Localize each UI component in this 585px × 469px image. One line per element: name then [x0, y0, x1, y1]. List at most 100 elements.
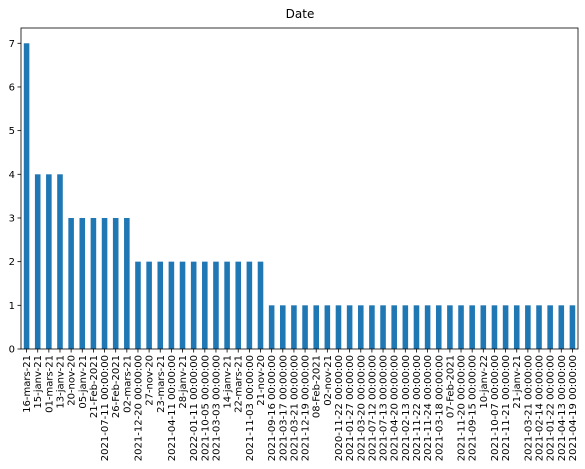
- x-tick-label: 2021-11-20 00:00:00: [457, 355, 468, 461]
- bar: [302, 305, 308, 349]
- x-tick-label: 01-mars-21: [44, 355, 55, 413]
- x-tick-label: 27-nov-20: [145, 355, 156, 406]
- x-tick-label: 2021-11-03 00:00:00: [245, 355, 256, 461]
- bar: [224, 261, 230, 349]
- x-tick-label: 14-janv-21: [223, 355, 234, 409]
- x-tick-label: 2021-10-05 00:00:00: [200, 355, 211, 461]
- bar: [402, 305, 409, 349]
- x-tick-label: 26-Feb-2021: [111, 355, 122, 418]
- bar: [79, 217, 86, 349]
- bar: [46, 174, 52, 349]
- y-tick-label: 0: [9, 345, 15, 356]
- bar: [513, 305, 520, 349]
- bar: [502, 305, 509, 349]
- x-tick-label: 2021-02-14 00:00:00: [535, 355, 546, 461]
- bar: [480, 305, 487, 349]
- y-tick-label: 7: [9, 39, 15, 50]
- bar: [391, 305, 397, 349]
- x-tick-label: 22-mars-21: [234, 355, 245, 413]
- bar: [491, 305, 498, 349]
- x-tick-label: 2020-11-22 00:00:00: [334, 355, 345, 461]
- bar: [346, 305, 353, 349]
- x-tick-label: 23-mars-21: [156, 355, 167, 413]
- x-tick-label: 2021-04-19 00:00:00: [568, 355, 579, 461]
- bar: [280, 305, 286, 349]
- x-tick-label: 2021-11-21 00:00:00: [501, 355, 512, 461]
- bars-group: [23, 43, 576, 349]
- bar: [447, 305, 453, 349]
- x-tick-label: 15-janv-21: [33, 355, 44, 409]
- x-tick-label: 2021-01-27 00:00:00: [345, 355, 356, 461]
- x-tick-label: 16-mars-21: [22, 355, 33, 413]
- x-tick-label: 2021-02-13 00:00:00: [401, 355, 412, 461]
- y-tick-label: 1: [9, 301, 15, 312]
- x-tick-label: 2021-07-12 00:00:00: [367, 355, 378, 461]
- bar: [168, 261, 175, 349]
- x-tick-label: 07-Feb-2021: [445, 355, 456, 418]
- bar: [23, 43, 30, 349]
- bar: [435, 305, 442, 349]
- x-axis: 16-mars-21 15-janv-21 01-mars-21 13-janv-21…: [22, 349, 579, 461]
- x-tick-label: 2021-11-22 00:00:00: [412, 355, 423, 461]
- x-tick-label: 2021-03-20 00:00:00: [356, 355, 367, 461]
- bar: [324, 305, 331, 349]
- plot-frame: [20, 27, 579, 350]
- bar: [547, 305, 553, 349]
- bar: [101, 217, 108, 349]
- chart-title: Date: [286, 7, 315, 21]
- x-tick-label: 2021-03-18 00:00:00: [434, 355, 445, 461]
- x-tick-label: 10-janv-22: [479, 355, 490, 409]
- bar: [335, 305, 342, 349]
- bar: [235, 261, 242, 349]
- bar: [369, 305, 375, 349]
- x-tick-label: 2021-07-13 00:00:00: [379, 355, 390, 461]
- bar: [313, 305, 319, 349]
- y-tick-label: 6: [9, 82, 15, 93]
- bar: [202, 261, 208, 349]
- x-tick-label: 2021-04-13 00:00:00: [557, 355, 568, 461]
- x-tick-label: 20-nov-20: [67, 355, 78, 406]
- x-tick-label: 2021-03-17 00:00:00: [278, 355, 289, 461]
- bar: [213, 261, 219, 349]
- x-tick-label: 2021-07-11 00:00:00: [100, 355, 111, 461]
- x-tick-label: 2021-04-11 00:00:00: [167, 355, 178, 461]
- bar: [413, 305, 420, 349]
- bar: [357, 305, 364, 349]
- x-tick-label: 2021-04-20 00:00:00: [390, 355, 401, 461]
- x-tick-label: 2021-03-21 00:00:00: [289, 355, 300, 461]
- x-tick-label: 2021-11-24 00:00:00: [423, 355, 434, 461]
- y-axis: 0 1 2 3 4 5 6 7: [9, 39, 21, 356]
- x-tick-label: 13-janv-21: [55, 355, 66, 409]
- x-tick-label: 21-nov-20: [256, 355, 267, 406]
- bar: [124, 217, 130, 349]
- bar: [458, 305, 464, 349]
- bar: [112, 217, 119, 349]
- bar: [34, 174, 41, 349]
- bar: [246, 261, 253, 349]
- bar: [268, 305, 275, 349]
- bar: [536, 305, 542, 349]
- bar: [68, 217, 74, 349]
- bar: [190, 261, 197, 349]
- x-tick-label: 21-Feb-2021: [89, 355, 100, 418]
- bar: [257, 261, 264, 349]
- x-tick-label: 2021-03-21 00:00:00: [523, 355, 534, 461]
- bar: [569, 305, 576, 349]
- x-tick-label: 08-Feb-2021: [312, 355, 323, 418]
- y-tick-label: 3: [9, 213, 15, 224]
- bar: [469, 305, 475, 349]
- bar: [179, 261, 186, 349]
- bar: [380, 305, 386, 349]
- bar: [90, 217, 97, 349]
- x-tick-label: 2021-09-16 00:00:00: [267, 355, 278, 461]
- x-tick-label: 21-janv-21: [512, 355, 523, 409]
- y-tick-label: 5: [9, 126, 15, 137]
- x-tick-label: 2022-01-11 00:00:00: [189, 355, 200, 461]
- bar: [146, 261, 152, 349]
- bar: [525, 305, 531, 349]
- x-tick-label: 05-janv-21: [78, 355, 89, 409]
- bar: [157, 261, 164, 349]
- x-tick-label: 2021-10-07 00:00:00: [490, 355, 501, 461]
